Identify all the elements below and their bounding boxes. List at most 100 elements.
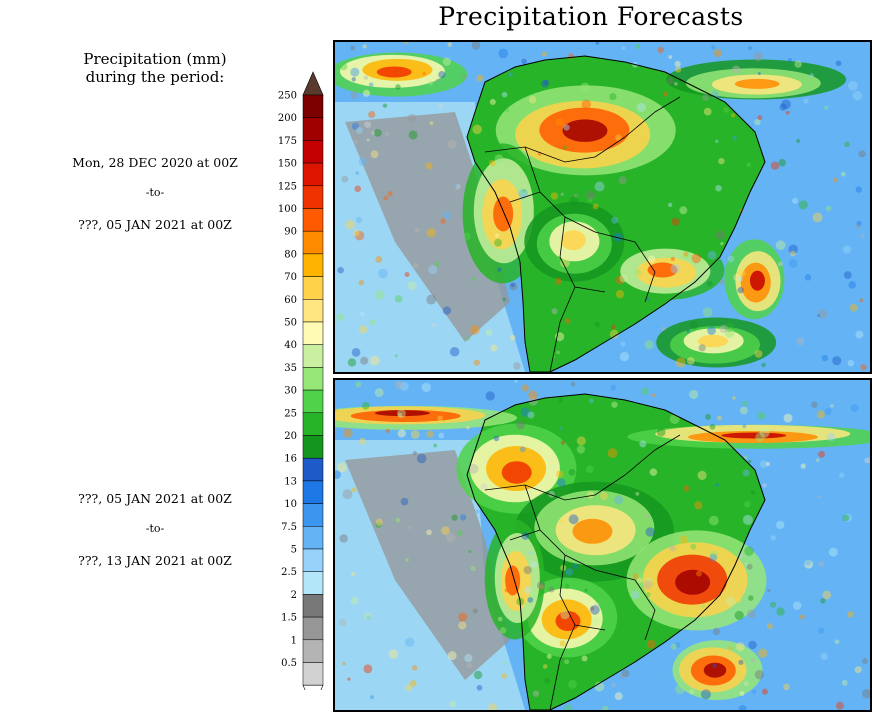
precip-speckle: [528, 550, 533, 556]
precip-speckle: [358, 279, 364, 286]
precip-speckle: [826, 432, 836, 442]
precip-speckle: [363, 75, 368, 80]
precip-speckle: [490, 344, 498, 352]
precip-speckle: [766, 623, 773, 630]
colorbar-cell: [302, 230, 324, 255]
precip-speckle: [634, 269, 642, 276]
precip-speckle: [817, 495, 821, 499]
precip-speckle: [620, 341, 626, 347]
country-border: [559, 216, 606, 293]
precip-speckle: [670, 256, 676, 262]
precip-speckle: [516, 420, 525, 430]
precip-speckle: [468, 549, 472, 554]
precip-speckle: [662, 91, 669, 97]
precip-speckle: [472, 608, 478, 614]
period-top-separator: -to-: [145, 186, 165, 199]
coastline: [466, 55, 766, 372]
precip-speckle: [351, 571, 356, 576]
precip-speckle: [414, 227, 420, 233]
precip-speckle: [340, 63, 348, 71]
precip-speckle: [725, 328, 735, 338]
precip-speckle: [843, 513, 853, 523]
precip-speckle: [488, 703, 497, 710]
colorbar-cell: [302, 276, 324, 300]
precip-speckle: [384, 131, 390, 137]
dry-zone-gray: [345, 450, 510, 680]
precip-speckle: [447, 139, 457, 149]
precip-map-bottom: [335, 380, 870, 710]
precip-speckle: [473, 359, 480, 366]
precip-speckle: [497, 616, 503, 622]
precip-speckle: [560, 610, 570, 620]
precip-speckle: [656, 427, 666, 437]
precip-speckle: [556, 350, 560, 355]
precip-speckle: [850, 404, 859, 413]
precip-speckle: [754, 670, 765, 680]
precip-speckle: [689, 689, 695, 695]
precip-speckle: [747, 459, 752, 464]
precip-speckle: [674, 60, 681, 67]
period-bottom-end: ???, 13 JAN 2021 at 00Z: [78, 553, 232, 568]
colorbar-arrow-top: [302, 71, 324, 96]
precip-speckle: [632, 573, 639, 580]
precip-speckle: [585, 465, 594, 474]
precip-speckle: [755, 432, 765, 442]
precip-speckle: [352, 229, 360, 237]
precip-speckle: [449, 346, 460, 357]
precip-blob: [734, 78, 780, 89]
precip-speckle: [355, 216, 363, 224]
precip-speckle: [848, 80, 858, 91]
colorbar-cell: [302, 548, 324, 572]
precip-speckle: [471, 42, 481, 50]
precip-speckle: [455, 184, 461, 190]
colorbar-tick-label: 175: [278, 136, 297, 147]
precip-speckle: [471, 276, 476, 281]
precip-speckle: [509, 282, 518, 291]
country-border: [559, 554, 606, 631]
precip-speckle: [362, 44, 367, 49]
precip-speckle: [636, 577, 643, 584]
precip-speckle: [528, 390, 538, 400]
precip-speckle: [607, 448, 618, 458]
precip-speckle: [542, 664, 548, 669]
precip-speckle: [338, 618, 347, 627]
period-bottom-separator: -to-: [145, 522, 165, 535]
precip-speckle: [611, 216, 619, 224]
precip-speckle: [670, 264, 680, 274]
precip-speckle: [501, 91, 508, 98]
precip-speckle: [832, 356, 842, 366]
precip-speckle: [564, 583, 570, 589]
precip-speckle: [425, 162, 433, 170]
precip-speckle: [645, 514, 650, 519]
period-top-start: Mon, 28 DEC 2020 at 00Z: [72, 155, 238, 170]
colorbar-tick-label: 13: [284, 476, 297, 487]
colorbar-tick-label: 50: [284, 318, 297, 329]
precip-speckle: [572, 563, 579, 570]
precip-speckle: [828, 547, 838, 557]
precip-speckle: [794, 60, 802, 68]
precip-speckle: [568, 53, 575, 60]
colorbar-cell: [302, 389, 324, 414]
precip-speckle: [433, 261, 440, 267]
precip-speckle: [385, 428, 390, 433]
colorbar-tick-label: 25: [284, 408, 297, 419]
coastline: [466, 393, 766, 710]
precip-speckle: [573, 193, 578, 198]
map-panel-top: [333, 40, 872, 374]
legend-title: Precipitation (mm) during the period:: [45, 50, 265, 86]
precip-speckle: [568, 679, 578, 689]
precip-speckle: [587, 196, 594, 203]
precip-speckle: [476, 74, 484, 82]
precip-speckle: [742, 400, 748, 407]
precip-speckle: [336, 313, 345, 322]
country-border: [624, 434, 681, 476]
precip-speckle: [544, 677, 551, 684]
precip-speckle: [733, 273, 741, 282]
precip-speckle: [335, 407, 337, 411]
precip-speckle: [521, 384, 529, 392]
precip-speckle: [554, 277, 562, 285]
precip-speckle: [355, 381, 362, 388]
precip-speckle: [667, 202, 673, 208]
precip-speckle: [502, 297, 506, 302]
precip-speckle: [694, 501, 703, 510]
